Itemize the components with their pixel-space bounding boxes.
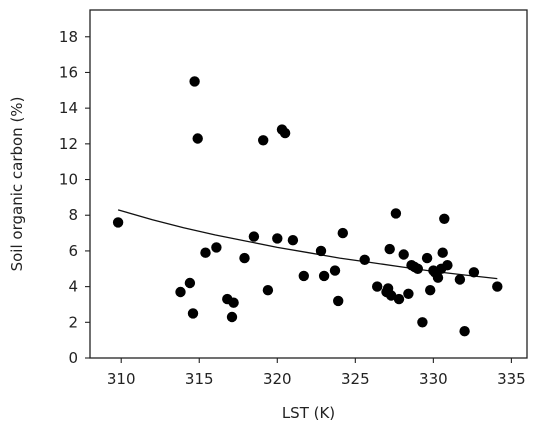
data-point [384,243,395,255]
x-tick-label: 335 [497,370,526,388]
x-axis-title: LST (K) [282,404,335,422]
data-point [112,217,124,228]
data-point [459,326,470,337]
data-point [262,285,274,296]
data-point [192,133,203,144]
data-point [189,76,200,87]
data-point [329,265,341,276]
data-point [298,270,309,282]
data-point [439,213,450,224]
y-tick-label: 18 [59,28,78,46]
y-tick-label: 0 [68,349,78,367]
y-tick-label: 2 [68,313,78,331]
data-point [398,249,409,260]
data-point [454,274,466,285]
data-point [211,242,222,253]
data-point [359,254,370,265]
data-point [187,308,199,319]
data-point [437,247,448,258]
y-tick-label: 12 [59,135,78,153]
data-point [228,297,239,308]
data-point [412,263,423,274]
x-tick-label: 315 [185,370,214,388]
data-point [333,295,344,307]
data-point [403,288,414,299]
y-tick-label: 10 [59,171,78,189]
data-point [468,267,480,278]
data-point [184,277,196,289]
data-point [417,317,428,328]
data-point [492,281,503,292]
data-point [393,293,405,305]
x-tick-label: 310 [107,370,136,388]
data-point [432,272,444,283]
data-point [287,235,299,246]
x-tick-label: 325 [341,370,370,388]
y-tick-label: 4 [68,278,78,296]
data-point [315,245,327,257]
data-point [390,208,402,219]
data-point [272,233,283,244]
data-point [337,227,348,239]
y-tick-label: 6 [68,242,78,260]
data-point [425,285,436,296]
data-point [239,252,250,264]
y-tick-label: 8 [68,206,78,224]
y-tick-label: 14 [59,99,78,117]
data-point [258,135,269,146]
x-tick-label: 330 [419,370,448,388]
data-point [421,252,433,264]
x-tick-label: 320 [263,370,292,388]
data-point [386,290,397,301]
data-point [318,270,330,282]
data-point [175,286,186,298]
data-point [248,231,260,242]
data-point [372,281,383,292]
y-tick-label: 16 [59,63,78,81]
y-axis-title: Soil organic carbon (%) [8,97,26,272]
data-point [200,247,211,258]
plot-area [89,9,528,359]
data-point [226,311,238,323]
data-point [279,127,291,139]
data-point [442,260,453,271]
